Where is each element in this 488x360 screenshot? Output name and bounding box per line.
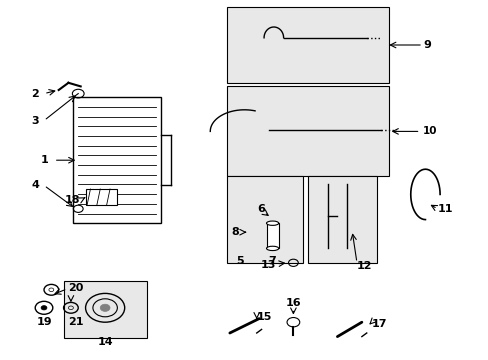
Bar — [227, 86, 388, 176]
Text: 6: 6 — [257, 204, 265, 214]
Text: 14: 14 — [97, 337, 113, 347]
Bar — [307, 176, 376, 263]
Text: 10: 10 — [422, 126, 437, 136]
Bar — [73, 97, 161, 223]
Ellipse shape — [266, 221, 278, 225]
Text: 3: 3 — [31, 116, 39, 126]
Text: 16: 16 — [285, 298, 301, 308]
Text: 1: 1 — [41, 155, 49, 165]
Text: 21: 21 — [68, 317, 83, 327]
Bar — [266, 223, 278, 248]
Ellipse shape — [266, 246, 278, 251]
Circle shape — [41, 306, 47, 310]
Circle shape — [100, 304, 110, 311]
Text: 9: 9 — [422, 40, 430, 50]
Text: 20: 20 — [68, 283, 83, 293]
Bar — [227, 176, 303, 263]
Text: 8: 8 — [231, 227, 239, 237]
Text: 2: 2 — [31, 89, 39, 99]
Text: 18: 18 — [65, 195, 81, 205]
Text: 7: 7 — [268, 256, 276, 266]
Text: 4: 4 — [31, 180, 39, 190]
Bar — [227, 7, 388, 83]
Text: 19: 19 — [36, 317, 52, 327]
Bar — [85, 189, 117, 205]
Text: 17: 17 — [371, 319, 386, 329]
Text: 12: 12 — [356, 261, 372, 271]
Text: 5: 5 — [235, 256, 243, 266]
Text: 13: 13 — [261, 260, 276, 270]
Text: 11: 11 — [437, 204, 452, 214]
Bar — [63, 281, 146, 338]
Text: 15: 15 — [256, 312, 271, 322]
